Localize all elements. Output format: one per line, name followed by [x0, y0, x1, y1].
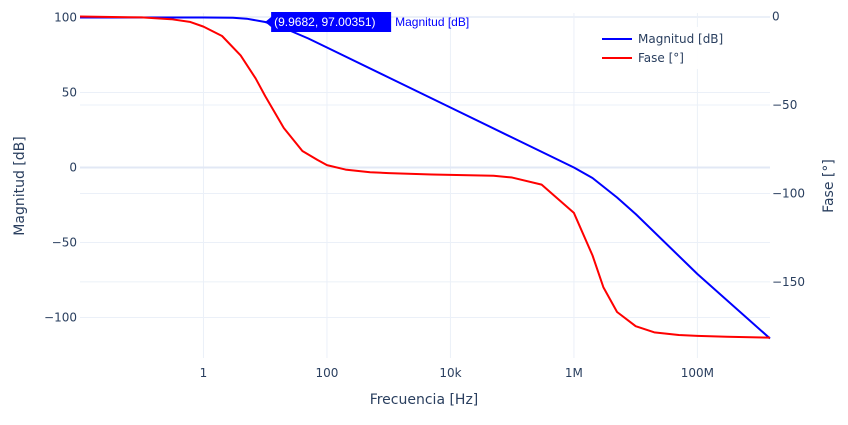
x-tick-label: 1	[200, 366, 208, 380]
y2-axis-title: Fase [°]	[821, 159, 837, 213]
legend[interactable]: Magnitud [dB] Fase [°]	[596, 27, 736, 69]
y-tick-label: 100	[54, 11, 77, 25]
x-tick-label: 100	[316, 366, 339, 380]
y-axis-title: Magnitud [dB]	[12, 136, 28, 235]
y-tick-label: 0	[69, 161, 77, 175]
legend-background	[596, 27, 736, 69]
y2-axis-ticks: 0 −50 −100 −150	[772, 10, 805, 289]
hover-tooltip-series: Magnitud [dB]	[395, 15, 469, 29]
x-tick-label: 10k	[439, 366, 461, 380]
hover-tooltip: (9.9682, 97.00351) Magnitud [dB]	[265, 11, 469, 32]
legend-label: Fase [°]	[638, 51, 684, 65]
hover-tooltip-value: (9.9682, 97.00351)	[274, 15, 375, 29]
series-line-1	[79, 15, 771, 339]
grid	[80, 13, 770, 358]
y-axis-ticks: 100 50 0 −50 −100	[44, 11, 77, 325]
y-tick-label: 50	[62, 86, 77, 100]
y-tick-label: −100	[44, 311, 77, 325]
y2-tick-label: −50	[772, 98, 797, 112]
y2-tick-label: −150	[772, 275, 805, 289]
x-tick-label: 1M	[565, 366, 583, 380]
x-tick-label: 100M	[681, 366, 714, 380]
x-axis-title: Frecuencia [Hz]	[370, 392, 479, 408]
series-lines	[79, 15, 771, 340]
hover-tooltip-box	[265, 11, 392, 32]
y-tick-label: −50	[52, 236, 77, 250]
series-line-0	[80, 16, 771, 340]
y2-tick-label: 0	[772, 10, 780, 24]
y2-tick-label: −100	[772, 186, 805, 200]
x-axis-ticks: 1 100 10k 1M 100M	[200, 366, 714, 380]
legend-label: Magnitud [dB]	[638, 32, 723, 46]
